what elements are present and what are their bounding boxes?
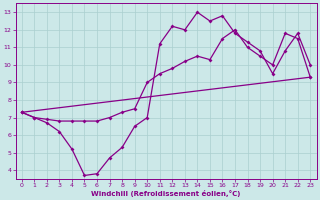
X-axis label: Windchill (Refroidissement éolien,°C): Windchill (Refroidissement éolien,°C): [91, 190, 241, 197]
